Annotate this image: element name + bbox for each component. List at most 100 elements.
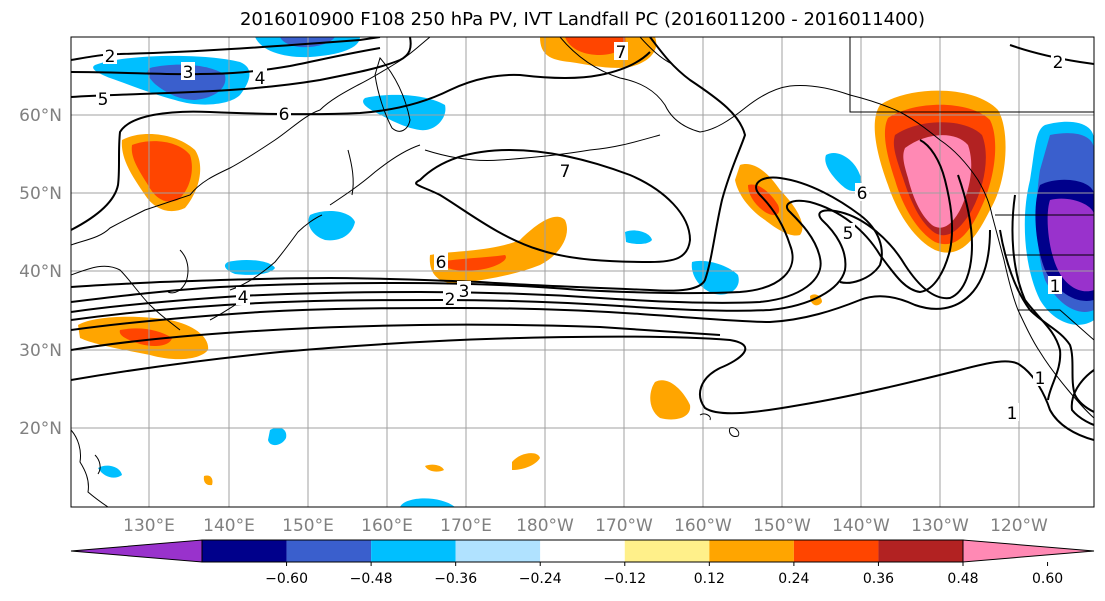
contour-label: 6 — [279, 105, 290, 125]
positive-anomaly-region — [119, 328, 172, 346]
longitude-label: 140°E — [203, 516, 255, 536]
pv-contour-line — [71, 37, 381, 61]
pv-contour-line — [999, 229, 1094, 413]
contour-label-background — [103, 46, 117, 64]
contour-label: 1 — [1035, 369, 1046, 389]
hawaii-coastline — [699, 413, 740, 437]
contour-label: 7 — [560, 162, 571, 182]
longitude-label: 140°W — [832, 516, 890, 536]
negative-anomaly-region — [625, 230, 652, 245]
colorbar-segment — [371, 540, 456, 562]
colorbar-extend-min — [70, 539, 203, 563]
colorbar-segment — [455, 540, 541, 562]
contour-label-background — [434, 252, 448, 270]
coastlines — [71, 37, 1094, 507]
colorbar-tick-label: −0.48 — [350, 571, 393, 587]
taiwan-coastline — [94, 454, 101, 475]
contour-label-background — [277, 104, 291, 122]
contour-label: 3 — [183, 63, 194, 83]
positive-anomaly-region — [565, 37, 626, 55]
contour-label: 5 — [98, 90, 109, 110]
asia-coastline — [71, 265, 181, 331]
contour-label: 3 — [459, 282, 470, 302]
contour-label-background — [855, 183, 869, 201]
positive-anomaly-region — [903, 135, 972, 228]
pv-contours — [71, 37, 1094, 441]
sakhalin-coastline — [347, 149, 354, 196]
kamchatka-coastline — [374, 56, 411, 132]
contour-label: 4 — [238, 288, 249, 308]
positive-anomaly-region — [512, 453, 540, 470]
contour-label: 4 — [255, 69, 266, 89]
longitude-label: 170°E — [440, 516, 492, 536]
contour-label: 1 — [1007, 404, 1018, 424]
colorbar-tick-label: 0.36 — [863, 571, 894, 587]
contour-label-background — [1005, 403, 1019, 421]
pv-contour-line — [71, 174, 974, 321]
longitude-label: 150°E — [282, 516, 334, 536]
negative-anomaly-region — [268, 427, 287, 446]
longitude-label: 170°W — [595, 516, 653, 536]
contour-label: 1 — [1050, 277, 1061, 297]
us-west-coastline — [991, 214, 1094, 419]
colorbar-tick-label: −0.12 — [603, 571, 646, 587]
canada-border — [849, 37, 1094, 113]
colorbar-tick-label: −0.36 — [434, 571, 477, 587]
pv-contour-line — [71, 51, 651, 231]
longitude-labels: 130°E 140°E 150°E 160°E 170°E 180°W 170°W 160°W… — [123, 516, 1048, 536]
colorbar-ticks: −0.60 −0.48 −0.36 −0.24 −0.12 0.12 0.24 0.36 0.4… — [265, 562, 1063, 587]
contour-label: 6 — [436, 253, 447, 273]
pv-anomaly-shading — [78, 37, 1094, 507]
positive-anomaly-region — [203, 475, 213, 486]
positive-anomaly-region — [131, 141, 192, 202]
colorbar-tick-label: −0.24 — [519, 571, 562, 587]
contour-label-background — [614, 42, 628, 60]
colorbar-tick-label: 0.24 — [778, 571, 809, 587]
colorbar-segment — [878, 540, 963, 562]
asia-coastline — [71, 37, 431, 246]
alaska-coastline — [559, 37, 993, 216]
negative-anomaly-region — [400, 498, 455, 507]
positive-anomaly-region — [650, 380, 691, 420]
kuril-coastline — [329, 144, 421, 206]
latitude-labels: 60°N 50°N 40°N 30°N 20°N — [19, 106, 62, 439]
negative-anomaly-region — [98, 465, 122, 478]
negative-anomaly-region — [1047, 198, 1094, 292]
contour-label-background — [457, 281, 471, 299]
contour-label-background — [1033, 368, 1047, 386]
latitude-label: 60°N — [19, 106, 62, 126]
contour-label-background — [558, 161, 572, 179]
pv-contour-line — [71, 37, 412, 98]
pv-contour-line — [71, 139, 954, 313]
longitude-label: 150°W — [753, 516, 811, 536]
contour-label: 2 — [1053, 53, 1064, 73]
negative-anomaly-region — [308, 210, 355, 241]
map-title: 2016010900 F108 250 hPa PV, IVT Landfall… — [239, 9, 926, 30]
colorbar-tick-label: −0.60 — [265, 571, 308, 587]
contour-label-background — [1051, 52, 1065, 70]
latitude-label: 20°N — [19, 419, 62, 439]
longitude-label: 160°E — [361, 516, 413, 536]
longitude-label: 130°E — [123, 516, 175, 536]
negative-anomaly-region — [363, 94, 446, 131]
pv-contour-line — [71, 323, 721, 351]
contour-label-background — [841, 223, 855, 241]
longitude-label: 180°W — [516, 516, 574, 536]
longitude-label: 130°W — [911, 516, 969, 536]
contour-label-background — [96, 89, 110, 107]
colorbar-segment — [709, 540, 794, 562]
aleutian-coastline — [424, 134, 661, 161]
contour-label-background — [253, 68, 267, 86]
colorbar-segment — [540, 540, 625, 562]
contour-label: 2 — [445, 290, 456, 310]
colorbar-tick-label: 0.12 — [694, 571, 725, 587]
colorbar-segment — [793, 540, 879, 562]
map-border — [70, 36, 1095, 508]
pv-contour-line — [71, 176, 883, 303]
contour-label: 2 — [105, 47, 116, 67]
colorbar-tick-label: 0.60 — [1032, 571, 1063, 587]
contour-label: 7 — [616, 43, 627, 63]
contour-label-background — [181, 62, 195, 80]
colorbar-outline — [201, 539, 964, 563]
longitude-label: 120°W — [990, 516, 1048, 536]
